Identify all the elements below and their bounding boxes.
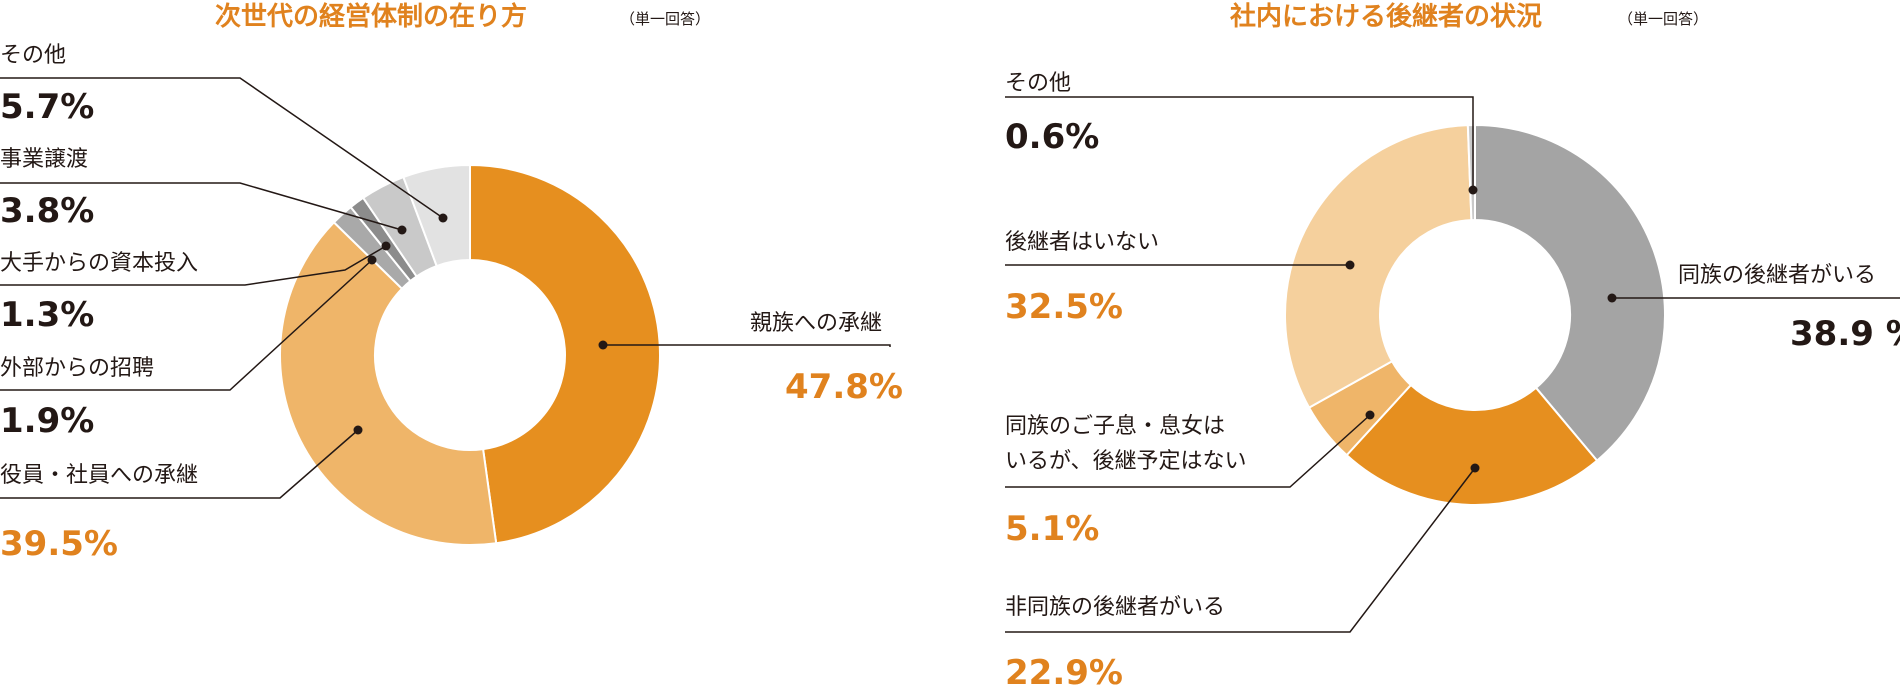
slice-label: いるが、後継予定はない — [1005, 449, 1247, 474]
leader-line — [0, 77, 444, 219]
slice-value: 38.9 % — [1790, 314, 1900, 354]
slice-label: 外部からの招聘 — [0, 356, 154, 381]
leader-line — [1005, 414, 1371, 488]
slice-label: 親族への承継 — [750, 311, 882, 336]
leader-dot — [381, 241, 391, 251]
slice-value: 3.8% — [0, 191, 94, 231]
slice-label: その他 — [0, 43, 66, 68]
chart-2-donut — [1284, 123, 1666, 506]
leader-dot — [1365, 410, 1375, 420]
chart-1-note: （単一回答） — [620, 10, 710, 28]
pie-slice — [1345, 383, 1599, 506]
leader-line — [1005, 96, 1474, 190]
leader-line — [0, 182, 403, 231]
leader-dot — [1607, 293, 1617, 303]
slice-value: 32.5% — [1005, 287, 1123, 327]
chart-2-title: 社内における後継者の状況 — [1230, 1, 1542, 32]
leader-dot — [1468, 185, 1478, 195]
slice-value: 5.7% — [0, 87, 94, 127]
leader-line — [1005, 467, 1476, 633]
slice-label: 同族のご子息・息女は — [1005, 414, 1225, 439]
pie-slice — [1474, 123, 1666, 463]
leader-dot — [353, 425, 363, 435]
leader-dot — [1345, 260, 1355, 270]
leader-dot — [397, 225, 407, 235]
pie-slice — [1284, 124, 1473, 409]
slice-label: 事業譲渡 — [0, 147, 88, 172]
slice-label: 非同族の後継者がいる — [1005, 595, 1225, 620]
slice-label: その他 — [1005, 71, 1071, 96]
leader-line — [603, 344, 891, 347]
chart-1: 次世代の経営体制の在り方 （単一回答） 親族への承継 47.8% 役員・社員への… — [0, 1, 903, 564]
leader-dot — [438, 213, 448, 223]
slice-label: 大手からの資本投入 — [0, 251, 198, 276]
slice-value: 39.5% — [0, 524, 118, 564]
leader-line — [0, 259, 373, 391]
slice-label: 役員・社員への承継 — [0, 463, 198, 488]
pie-slice — [279, 220, 498, 546]
leader-dot — [1470, 463, 1480, 473]
pie-slice — [402, 163, 471, 268]
slice-label: 同族の後継者がいる — [1678, 263, 1876, 288]
slice-value: 1.3% — [0, 295, 94, 335]
slice-value: 22.9% — [1005, 653, 1123, 693]
chart-1-title: 次世代の経営体制の在り方 — [215, 1, 527, 32]
pie-slice — [469, 163, 661, 545]
slice-label: 後継者はいない — [1005, 230, 1159, 255]
chart-2-note: （単一回答） — [1618, 10, 1708, 28]
slice-value: 5.1% — [1005, 509, 1099, 549]
chart-2: 社内における後継者の状況 （単一回答） 同族の後継者がいる 38.9 % 非同族… — [1005, 1, 1900, 693]
chart-1-donut — [279, 163, 661, 546]
slice-value: 47.8% — [785, 367, 903, 407]
leader-line — [0, 245, 387, 286]
leader-dot — [598, 340, 608, 350]
leader-line — [0, 429, 359, 499]
leader-dot — [367, 255, 377, 265]
slice-value: 0.6% — [1005, 117, 1099, 157]
slice-value: 1.9% — [0, 401, 94, 441]
